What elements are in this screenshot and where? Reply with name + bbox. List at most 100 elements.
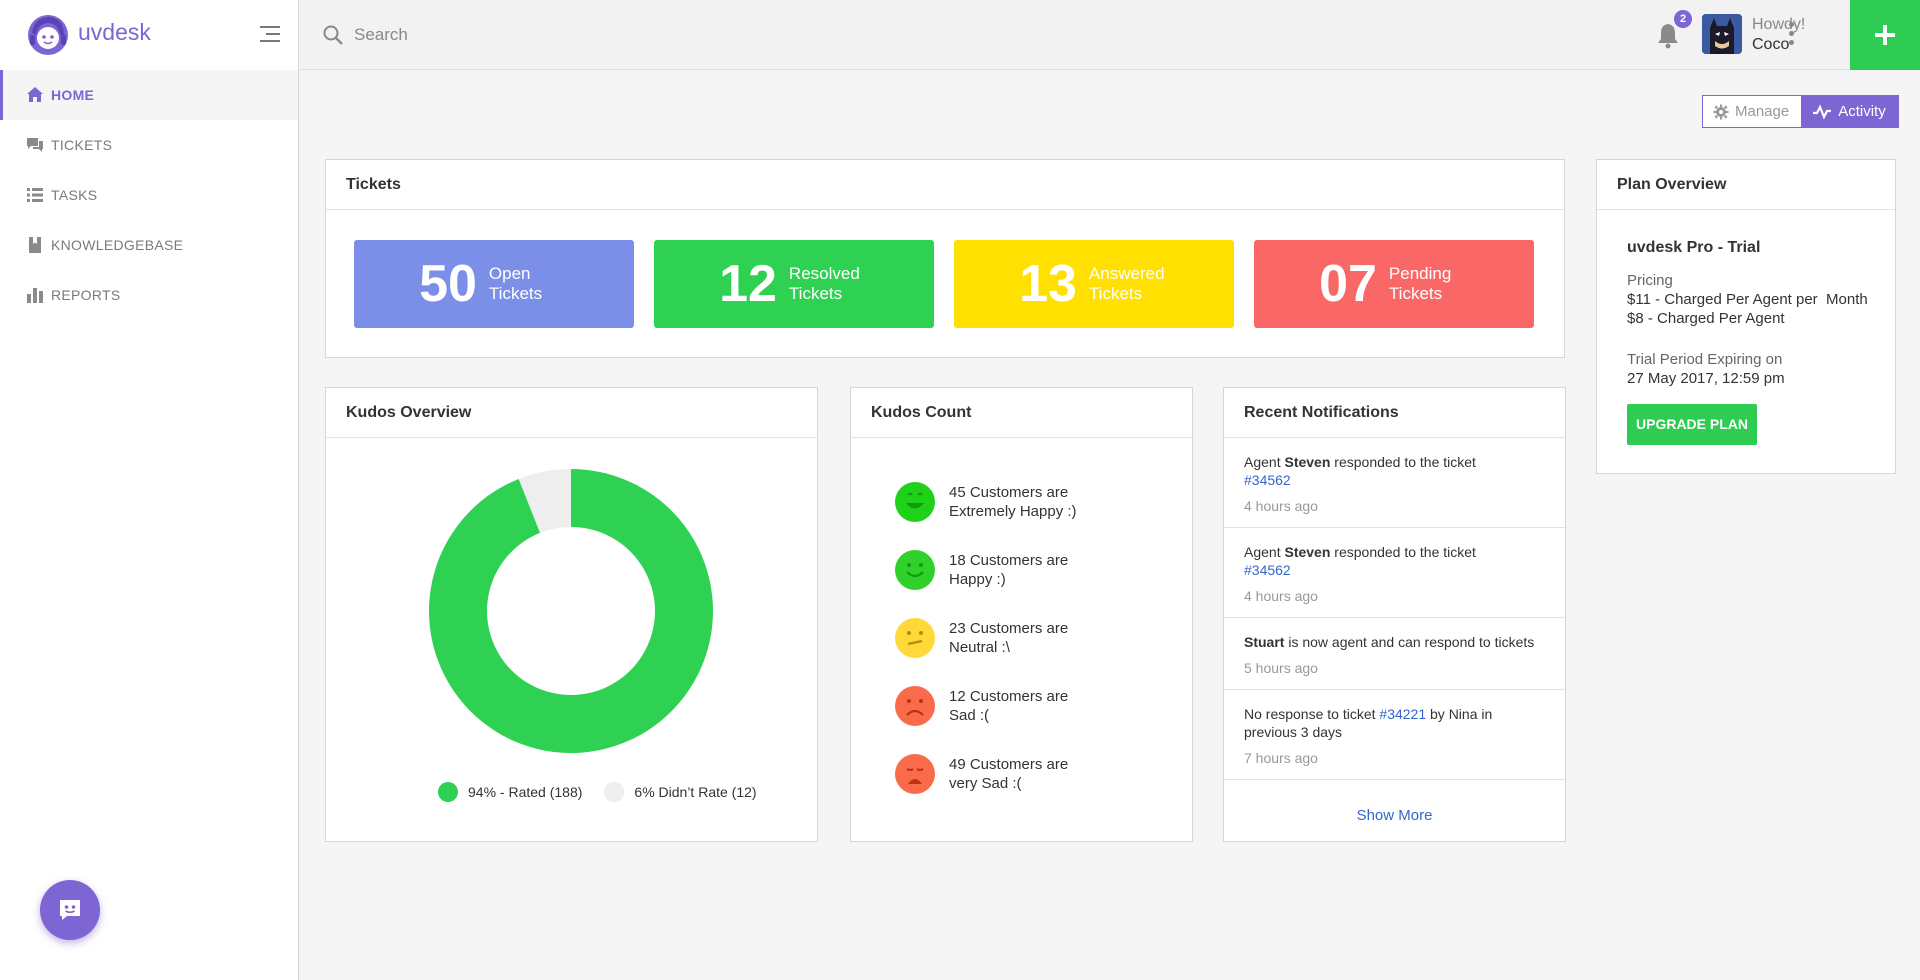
notification-item: Agent Steven responded to the ticket #345… bbox=[1224, 438, 1565, 528]
kudos-line-2: very Sad :( bbox=[949, 775, 1022, 792]
list-item: 23 Customers are Neutral :\ bbox=[895, 618, 1077, 658]
notif-time: 5 hours ago bbox=[1244, 660, 1318, 676]
kudos-line-1: 45 Customers are bbox=[949, 484, 1069, 501]
plan-body: uvdesk Pro - Trial Pricing $11 - Charged… bbox=[1597, 210, 1895, 473]
pending-tickets-tile[interactable]: 07 Pending Tickets bbox=[1254, 240, 1534, 328]
kudos-line-2: Extremely Happy :) bbox=[949, 503, 1077, 520]
sidebar-item-tasks[interactable]: TASKS bbox=[0, 170, 298, 220]
notif-text: by Nina in previous 3 days bbox=[1244, 706, 1493, 740]
book-icon bbox=[25, 235, 45, 255]
notif-text: Agent bbox=[1244, 544, 1285, 560]
panel-title: Tickets bbox=[326, 160, 1564, 210]
donut-slice-didn-t-rate bbox=[518, 469, 571, 533]
notif-text: responded to the ticket bbox=[1330, 544, 1476, 560]
greeting-text: Howdy! bbox=[1752, 16, 1806, 33]
ticket-link[interactable]: #34562 bbox=[1244, 562, 1291, 578]
notif-text: responded to the ticket bbox=[1330, 454, 1476, 470]
answered-tickets-tile[interactable]: 13 Answered Tickets bbox=[954, 240, 1234, 328]
more-options-icon[interactable] bbox=[1787, 22, 1795, 48]
brand-name: uvdesk bbox=[78, 18, 151, 45]
notif-agent: Steven bbox=[1284, 454, 1331, 470]
notification-item: No response to ticket #34221 by Nina in … bbox=[1224, 690, 1565, 780]
notif-text: No response to ticket bbox=[1244, 706, 1380, 722]
notification-item: Agent Steven responded to the ticket #345… bbox=[1224, 528, 1565, 618]
chat-bot-button[interactable] bbox=[40, 880, 100, 940]
neutral-face-icon bbox=[895, 618, 935, 658]
plan-name: uvdesk Pro - Trial bbox=[1627, 239, 1761, 256]
tickets-panel: Tickets 50 Open Tickets 12 Resolved Tick… bbox=[325, 159, 1565, 358]
brand[interactable]: uvdesk bbox=[0, 0, 298, 70]
very-happy-face-icon bbox=[895, 482, 935, 522]
menu-toggle-icon[interactable] bbox=[260, 26, 280, 42]
open-tickets-tile[interactable]: 50 Open Tickets bbox=[354, 240, 634, 328]
legend-item-rated: 94% - Rated (188) bbox=[438, 782, 582, 802]
sidebar-nav: HOME TICKETS TASKS KNOWLEDGEBASE REPORTS bbox=[0, 70, 298, 320]
activity-pulse-icon bbox=[1813, 103, 1832, 120]
user-greeting[interactable]: Howdy! Coco bbox=[1752, 15, 1805, 55]
bell-icon[interactable] bbox=[1653, 20, 1683, 50]
very-sad-face-icon bbox=[895, 754, 935, 794]
trial-label: Trial Period Expiring on bbox=[1627, 351, 1783, 368]
trial-date: 27 May 2017, 12:59 pm bbox=[1627, 370, 1785, 387]
notif-agent: Stuart bbox=[1244, 634, 1285, 650]
resolved-tickets-tile[interactable]: 12 Resolved Tickets bbox=[654, 240, 934, 328]
tile-label: Pending Tickets bbox=[1388, 264, 1452, 303]
kudos-donut-chart bbox=[429, 469, 713, 753]
add-button[interactable] bbox=[1850, 0, 1920, 70]
tile-label: Open Tickets bbox=[488, 264, 543, 303]
sidebar-item-knowledgebase[interactable]: KNOWLEDGEBASE bbox=[0, 220, 298, 270]
kudos-count-panel: Kudos Count 45 Customers are Extremely Ha… bbox=[850, 387, 1193, 842]
sidebar-item-label: KNOWLEDGEBASE bbox=[51, 237, 184, 253]
notif-time: 4 hours ago bbox=[1244, 498, 1318, 514]
legend-label: 94% - Rated (188) bbox=[468, 784, 583, 800]
legend-swatch bbox=[604, 782, 625, 802]
ticket-tiles: 50 Open Tickets 12 Resolved Tickets 13 A… bbox=[354, 240, 1534, 328]
manage-label: Manage bbox=[1735, 103, 1790, 120]
happy-face-icon bbox=[895, 550, 935, 590]
panel-title: Recent Notifications bbox=[1224, 388, 1565, 438]
kudos-line-1: 49 Customers are bbox=[949, 756, 1069, 773]
search-input[interactable] bbox=[354, 20, 954, 50]
main-content: Manage Activity Tickets 50 Open Tickets … bbox=[300, 71, 1920, 980]
chat-bot-icon bbox=[60, 900, 80, 920]
sidebar-item-reports[interactable]: REPORTS bbox=[0, 270, 298, 320]
user-name: Coco bbox=[1752, 36, 1790, 53]
upgrade-plan-button[interactable]: UPGRADE PLAN bbox=[1627, 404, 1758, 445]
activity-label: Activity bbox=[1838, 103, 1886, 120]
ticket-link[interactable]: #34562 bbox=[1244, 472, 1291, 488]
recent-notifications-panel: Recent Notifications Agent Steven respon… bbox=[1223, 387, 1566, 842]
kudos-line-2: Neutral :\ bbox=[949, 639, 1010, 656]
tile-count: 13 bbox=[1019, 255, 1077, 313]
notif-text: is now agent and can respond to tickets bbox=[1284, 634, 1535, 650]
plan-overview-panel: Plan Overview uvdesk Pro - Trial Pricing… bbox=[1596, 159, 1896, 474]
legend-label: 6% Didn’t Rate (12) bbox=[634, 784, 757, 800]
kudos-line-1: 12 Customers are bbox=[949, 688, 1069, 705]
list-icon bbox=[25, 185, 45, 205]
show-more-link[interactable]: Show More bbox=[1356, 807, 1433, 824]
sidebar-item-tickets[interactable]: TICKETS bbox=[0, 120, 298, 170]
notification-item: Stuart is now agent and can respond to t… bbox=[1224, 618, 1565, 690]
sidebar-item-label: TASKS bbox=[51, 187, 98, 203]
list-item: 49 Customers are very Sad :( bbox=[895, 754, 1077, 794]
search-icon bbox=[323, 25, 343, 45]
manage-button[interactable]: Manage bbox=[1702, 95, 1802, 128]
kudos-line-1: 18 Customers are bbox=[949, 552, 1069, 569]
tile-label: Answered Tickets bbox=[1088, 264, 1165, 303]
legend-swatch bbox=[438, 782, 458, 802]
sad-face-icon bbox=[895, 686, 935, 726]
notif-time: 4 hours ago bbox=[1244, 588, 1318, 604]
kudos-list: 45 Customers are Extremely Happy :) 18 Cu… bbox=[895, 482, 1077, 822]
sidebar: uvdesk HOME TICKETS TASKS KNOWLEDGEBAS bbox=[0, 0, 299, 980]
panel-title: Kudos Count bbox=[851, 388, 1192, 438]
price-line: $11 - Charged Per Agent per Month bbox=[1627, 291, 1868, 308]
notification-badge: 2 bbox=[1674, 10, 1692, 28]
avatar[interactable] bbox=[1702, 14, 1742, 54]
top-bar: 2 Howdy! Coco bbox=[300, 0, 1920, 70]
sidebar-item-home[interactable]: HOME bbox=[0, 70, 298, 120]
activity-button[interactable]: Activity bbox=[1801, 95, 1899, 128]
kudos-overview-panel: Kudos Overview 94% - Rated (188) 6% Didn… bbox=[325, 387, 818, 842]
panel-title: Plan Overview bbox=[1597, 160, 1895, 210]
legend-item-not-rated: 6% Didn’t Rate (12) bbox=[604, 782, 757, 802]
ticket-link[interactable]: #34221 bbox=[1379, 706, 1427, 722]
tile-label: Resolved Tickets bbox=[788, 264, 860, 303]
